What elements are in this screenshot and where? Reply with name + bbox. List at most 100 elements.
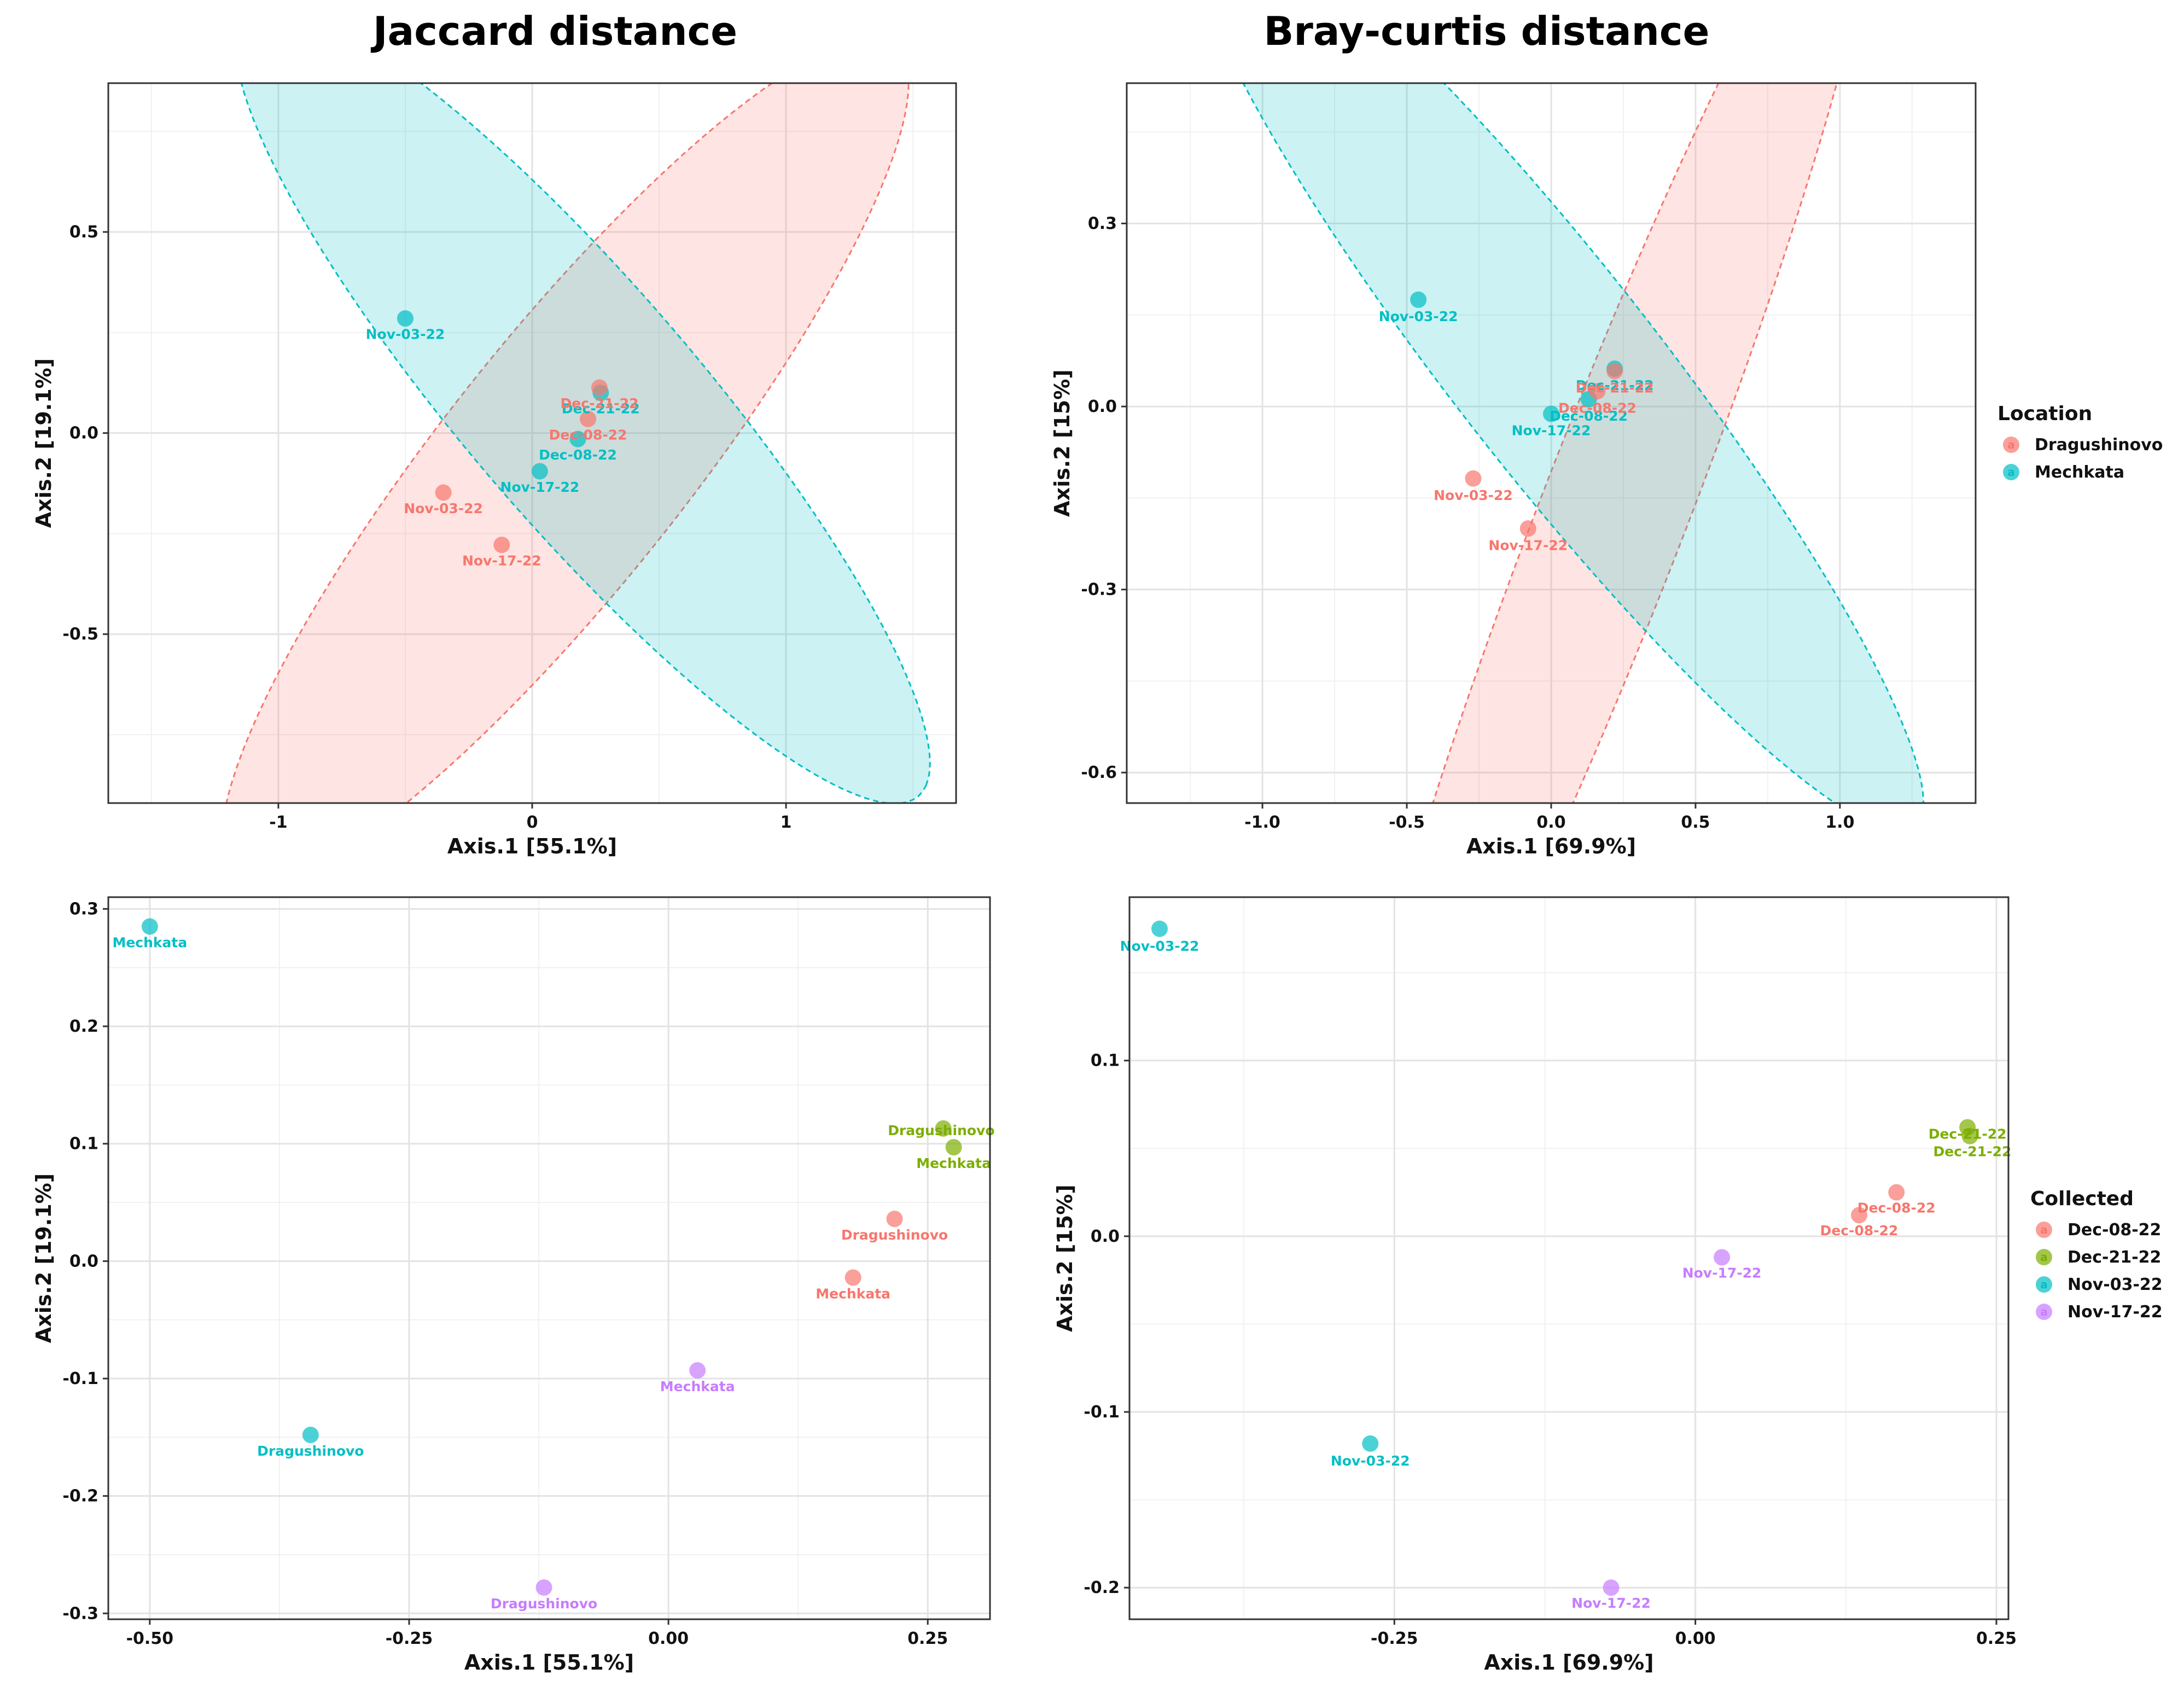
y-axis-title: Axis.2 [15%] xyxy=(1053,1184,1077,1332)
x-tick-label: 1.0 xyxy=(1825,813,1854,832)
confidence-ellipse-dragushinovo xyxy=(1432,83,1838,803)
x-tick-label: -1.0 xyxy=(1244,813,1280,832)
x-tick-label: -0.5 xyxy=(1389,813,1425,832)
data-point xyxy=(1362,1435,1379,1452)
point-label: Dragushinovo xyxy=(257,1443,364,1459)
point-label: Nov-03-22 xyxy=(1331,1453,1410,1469)
legend-key xyxy=(2036,1304,2052,1320)
point-label: Mechkata xyxy=(816,1286,890,1301)
data-point xyxy=(1606,363,1623,380)
point-label: Nov-17-22 xyxy=(1488,537,1568,553)
legend-key-glyph: a xyxy=(2007,438,2015,451)
y-axis-title: Axis.2 [19.1%] xyxy=(32,358,56,528)
y-tick-label: -0.3 xyxy=(1081,580,1117,600)
point-label: Dragushinovo xyxy=(491,1596,597,1612)
ellipse-layer xyxy=(225,83,931,803)
data-point xyxy=(845,1269,861,1286)
point-label: Nov-03-22 xyxy=(366,326,445,342)
data-point xyxy=(1888,1184,1905,1201)
point-label: Nov-17-22 xyxy=(1682,1265,1762,1281)
x-tick-label: 1 xyxy=(781,813,792,832)
point-label: Dec-08-22 xyxy=(1558,400,1636,416)
legend-key-glyph: a xyxy=(2040,1223,2048,1236)
y-tick-label: 0.0 xyxy=(69,424,98,443)
y-tick-label: -0.1 xyxy=(1084,1403,1120,1422)
location-legend: Location a Dragushinovo a Mechkata xyxy=(1997,403,2163,482)
point-label: Dec-21-22 xyxy=(1933,1144,2012,1160)
point-label: Nov-17-22 xyxy=(1571,1595,1651,1611)
collected-legend: Collected a Dec-08-22 a Dec-21-22 a Nov-03-22 a… xyxy=(2030,1188,2163,1322)
x-tick-label: -0.50 xyxy=(126,1629,173,1648)
legend-title: Collected xyxy=(2030,1188,2134,1210)
x-axis-title: Axis.1 [55.1%] xyxy=(464,1650,634,1675)
x-tick-label: 0 xyxy=(527,813,538,832)
point-label: Dec-08-22 xyxy=(1820,1223,1898,1239)
data-point xyxy=(569,431,586,447)
point-label: Dec-08-22 xyxy=(1857,1200,1936,1216)
y-tick-label: 0.3 xyxy=(1088,214,1117,234)
x-axis-title: Axis.1 [69.9%] xyxy=(1466,834,1636,858)
legend-title: Location xyxy=(1997,403,2092,425)
data-point xyxy=(531,463,548,480)
legend-key xyxy=(2036,1249,2052,1265)
y-tick-label: -0.1 xyxy=(62,1369,98,1388)
y-axis-title: Axis.2 [15%] xyxy=(1050,369,1074,516)
x-tick-label: 0.25 xyxy=(907,1629,948,1648)
y-tick-label: 0.3 xyxy=(69,899,98,918)
data-point xyxy=(1714,1249,1731,1266)
y-axis-title: Axis.2 [19.1%] xyxy=(32,1173,56,1343)
data-point xyxy=(580,410,597,427)
point-label: Dec-21-22 xyxy=(561,396,639,411)
data-point xyxy=(1603,1579,1620,1596)
plot-frame xyxy=(107,896,991,1620)
y-tick-label: -0.2 xyxy=(62,1487,98,1506)
plot-background xyxy=(108,897,990,1619)
jaccard-collected-plot: Mechkata Dragushinovo Dragushinovo Mechkata… xyxy=(32,896,995,1675)
point-label: Dec-21-22 xyxy=(1929,1126,2007,1142)
point-label: Nov-17-22 xyxy=(462,553,541,568)
point-label: Nov-17-22 xyxy=(500,479,580,495)
jaccard-title: Jaccard distance xyxy=(370,8,737,54)
data-point xyxy=(591,379,608,396)
y-tick-label: 0.1 xyxy=(1091,1051,1120,1071)
x-tick-label: 0.00 xyxy=(1675,1629,1716,1648)
y-tick-label: 0.5 xyxy=(69,223,98,242)
bray-curtis-title: Bray-curtis distance xyxy=(1264,8,1710,54)
legend-entry: Dragushinovo xyxy=(2035,435,2163,455)
point-label: Nov-03-22 xyxy=(1379,309,1458,324)
y-tick-label: -0.6 xyxy=(1081,763,1117,782)
point-label: Dec-21-22 xyxy=(1576,380,1654,396)
data-point xyxy=(435,484,452,501)
point-label: Mechkata xyxy=(660,1379,735,1394)
confidence-ellipse-mechkata xyxy=(240,83,931,803)
y-tick-label: -0.3 xyxy=(62,1604,98,1623)
data-point xyxy=(493,537,510,554)
y-tick-label: 0.1 xyxy=(69,1135,98,1154)
point-label: Dec-08-22 xyxy=(549,427,627,443)
point-label: Dec-08-22 xyxy=(1550,408,1628,424)
point-label: Nov-17-22 xyxy=(1512,423,1591,439)
legend-entry: Nov-17-22 xyxy=(2067,1303,2163,1322)
data-point xyxy=(1589,383,1606,400)
y-tick-label: 0.2 xyxy=(69,1017,98,1036)
y-tick-label: 0.0 xyxy=(69,1252,98,1271)
legend-key xyxy=(2003,464,2019,480)
point-label: Dragushinovo xyxy=(841,1227,948,1243)
y-tick-label: -0.2 xyxy=(1084,1578,1120,1597)
plot-frame xyxy=(1128,896,2010,1620)
data-point xyxy=(1465,470,1482,487)
point-label: Nov-03-22 xyxy=(404,501,483,516)
data-point xyxy=(1851,1207,1868,1224)
point-label: Dec-21-22 xyxy=(1576,377,1654,393)
legend-key-glyph: a xyxy=(2007,466,2015,479)
x-tick-label: -0.25 xyxy=(1371,1629,1418,1648)
legend-key-glyph: a xyxy=(2040,1251,2048,1264)
point-label: Dragushinovo xyxy=(888,1123,994,1138)
point-label: Mechkata xyxy=(112,935,187,951)
plot-background xyxy=(1129,897,2008,1619)
x-tick-label: 0.5 xyxy=(1681,813,1710,832)
legend-entry: Mechkata xyxy=(2035,463,2124,482)
point-label: Nov-03-22 xyxy=(1120,938,1199,954)
data-point xyxy=(1961,1127,1978,1144)
